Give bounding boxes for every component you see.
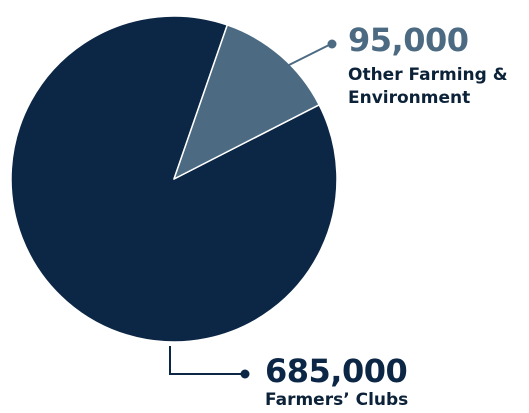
value-label-other-farming: 95,000 [348, 21, 469, 59]
category-label-farmers-clubs: Farmers’ Clubs [265, 390, 409, 410]
leader-line-other-farming [282, 43, 332, 69]
value-label-farmers-clubs: 685,000 [265, 352, 408, 390]
leader-dot-other-farming [327, 39, 337, 49]
category-label-other-farming: Other Farming & Environment [348, 65, 508, 108]
leader-line-farmers-clubs [169, 346, 244, 375]
leader-lines [169, 39, 337, 379]
pie-slice-other-farming [173, 24, 320, 180]
pie-slices [10, 15, 338, 343]
leader-dot-farmers-clubs [240, 369, 250, 379]
